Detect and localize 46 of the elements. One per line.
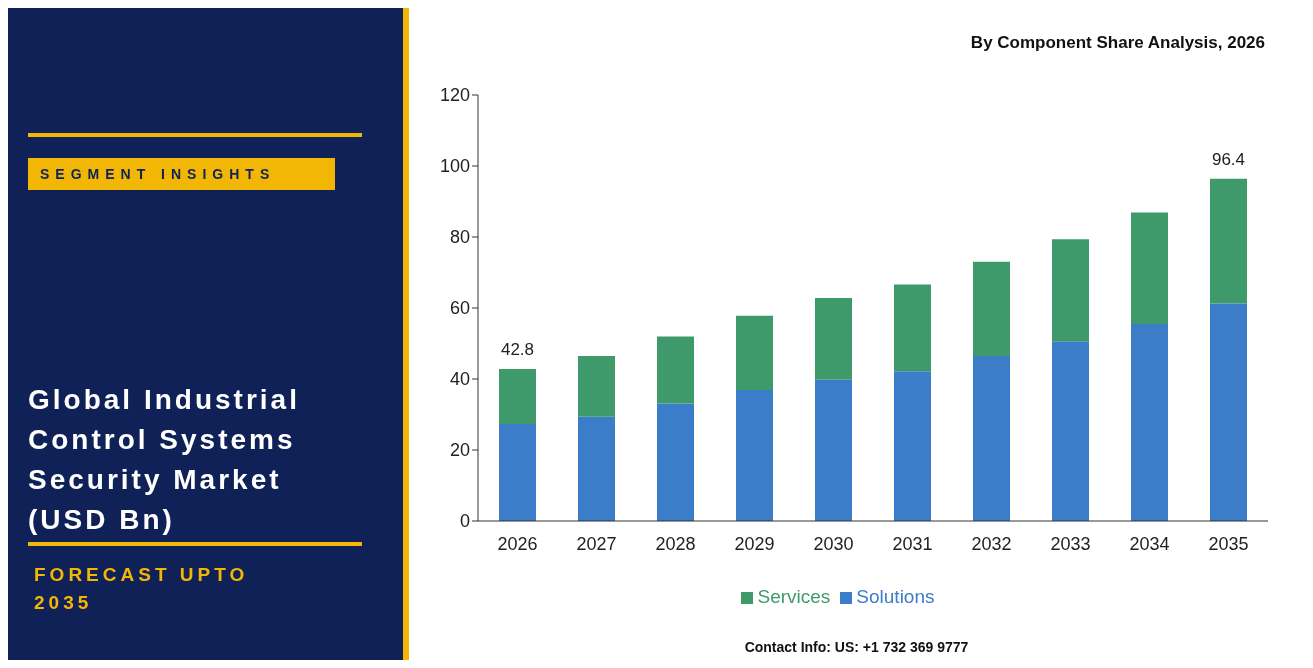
bar xyxy=(578,355,615,417)
legend-label: Solutions xyxy=(856,586,935,607)
bar xyxy=(657,336,694,404)
text: Contact Info: US: +1 732 369 9777 xyxy=(743,639,970,655)
x-tick-label: 2032 xyxy=(971,533,1012,554)
text: Global Industrial Control Systems Security Market (USD Bn) xyxy=(28,383,301,537)
y-tick-label: 0 xyxy=(459,511,470,532)
y-tick-label: 80 xyxy=(449,227,470,248)
legend-label: Services xyxy=(757,586,831,607)
y-tick-label: 100 xyxy=(439,156,470,177)
y-tick-label: 20 xyxy=(449,440,470,461)
y-tick-label: 40 xyxy=(449,369,470,390)
text: FORECAST UPTO 2035 xyxy=(34,563,250,615)
x-tick-label: 2034 xyxy=(1129,533,1170,554)
x-tick-label: 2030 xyxy=(813,533,854,554)
bar xyxy=(894,284,931,372)
chart-subtitle: By Component Share Analysis, 2026 xyxy=(970,33,1265,53)
x-tick-label: 2031 xyxy=(892,533,933,554)
total-label: 96.4 xyxy=(1211,149,1246,169)
x-tick-label: 2026 xyxy=(497,533,538,554)
x-tick-label: 2028 xyxy=(655,533,696,554)
bar xyxy=(736,390,773,521)
x-tick-label: 2035 xyxy=(1208,533,1249,554)
bar xyxy=(1052,239,1089,342)
y-tick-label: 60 xyxy=(449,298,470,319)
bar xyxy=(499,369,536,425)
bar xyxy=(736,315,773,391)
bar xyxy=(1210,178,1247,304)
bar xyxy=(973,261,1010,356)
y-tick-label: 120 xyxy=(439,85,470,106)
x-tick-label: 2027 xyxy=(576,533,617,554)
bar xyxy=(815,379,852,521)
bar xyxy=(578,416,615,521)
bar xyxy=(657,403,694,521)
bar xyxy=(1210,303,1247,521)
text: SEGMENT INSIGHTS xyxy=(28,158,335,190)
x-tick-label: 2029 xyxy=(734,533,775,554)
bar xyxy=(894,371,931,521)
x-tick-label: 2033 xyxy=(1050,533,1091,554)
bar xyxy=(1131,212,1168,324)
bar xyxy=(499,424,536,521)
bar xyxy=(1131,323,1168,521)
bar xyxy=(815,298,852,380)
bar xyxy=(1052,341,1089,521)
total-label: 42.8 xyxy=(500,340,535,360)
bar xyxy=(973,355,1010,521)
